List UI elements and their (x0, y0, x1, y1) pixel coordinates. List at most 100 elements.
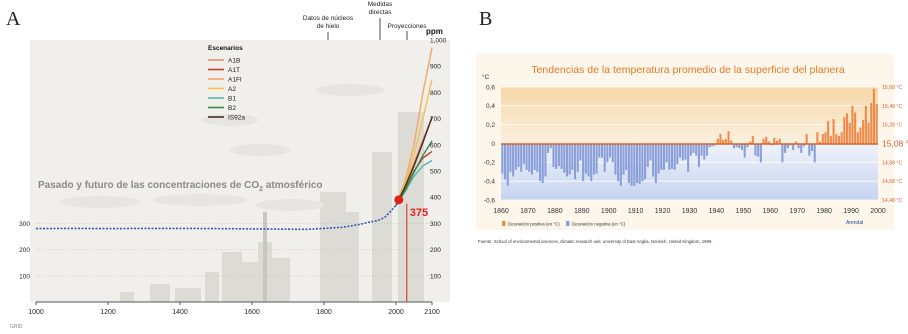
temp-bar (611, 143, 614, 163)
direct-measurements-annotation: Medidas directas (368, 1, 393, 16)
temp-bar (854, 112, 857, 144)
temp-right-tick-label: 15,48 °C (882, 104, 902, 110)
temp-y-ticks: 0,6 0,4 0,2 0 -0,2 -0,4 -0,6 (484, 84, 496, 204)
temp-bar (832, 119, 835, 144)
temp-bar (509, 143, 512, 172)
temp-bar (525, 143, 528, 170)
temp-x-tick-label: 1950 (736, 208, 752, 215)
temp-bar (606, 143, 609, 163)
temp-y-tick-label: 0,2 (486, 122, 495, 129)
temp-bar (592, 143, 595, 175)
cloud (154, 194, 246, 206)
scenario-legend: Escenarios A1B A1T A1FI A2 B1 B2 IS92a (208, 45, 245, 121)
temp-bar (705, 143, 709, 156)
temp-credit: Arendal (846, 220, 863, 226)
temp-bar (625, 143, 628, 170)
temp-y-tick-label: -0,4 (484, 178, 496, 185)
temp-bar (668, 143, 671, 170)
building (175, 288, 201, 302)
temp-bar (859, 127, 862, 144)
x-tick-label: 1400 (172, 309, 188, 316)
legend-title: Escenarios (208, 45, 243, 52)
tower (263, 212, 267, 302)
legend-label: A2 (228, 86, 236, 93)
y-tick-label-right: 500 (430, 169, 441, 176)
temp-bar (819, 141, 822, 144)
co2-history (35, 202, 399, 231)
temp-bar (810, 143, 814, 152)
temp-x-tick-label: 1930 (682, 208, 698, 215)
y-tick-label-right: 800 (430, 90, 441, 97)
temp-bar (773, 137, 776, 144)
temp-bar (727, 131, 730, 144)
cloud (60, 196, 140, 208)
temp-bar (565, 143, 569, 177)
x-tick-label: 1200 (100, 309, 116, 316)
building (205, 272, 219, 302)
temp-right-tick-label: 14,68 °C (882, 179, 902, 185)
temp-bar (684, 143, 687, 160)
temp-bar (867, 122, 870, 144)
y-tick-label-left: 100 (19, 273, 30, 280)
temp-bar (824, 132, 827, 144)
temp-bar (829, 135, 832, 144)
temp-bar (679, 143, 682, 158)
temp-bar (574, 143, 577, 180)
history-line (35, 202, 399, 231)
temp-bar (549, 143, 552, 149)
co2-x-ticks: 1000 1200 1400 1600 1800 2000 2100 (28, 302, 440, 316)
temp-bar (541, 143, 544, 184)
temp-bar (759, 143, 762, 163)
temp-bar (781, 143, 784, 163)
temp-x-tick-label: 1900 (601, 208, 617, 215)
temp-bar (870, 103, 873, 144)
building (120, 292, 134, 302)
temp-bar (520, 143, 523, 172)
projections-annotation: Proyecciones (387, 23, 427, 30)
temp-bar (638, 143, 641, 184)
building (320, 192, 346, 302)
temp-bar (533, 143, 536, 170)
legend-label: IS92a (228, 114, 245, 121)
temp-bar (805, 134, 808, 144)
y-tick-label-left: 300 (19, 221, 30, 228)
temp-bar (786, 143, 789, 149)
building (372, 152, 392, 302)
temp-bar (708, 143, 711, 148)
temp-bar (622, 143, 625, 175)
co2-y-ticks-left: 100 200 300 (19, 221, 30, 280)
temp-bar (851, 105, 854, 144)
y-tick-label-right: 200 (430, 247, 441, 254)
y-tick-label-right: 400 (430, 195, 441, 202)
temp-x-tick-label: 1980 (816, 208, 832, 215)
temp-bar (775, 140, 779, 144)
temp-bar (794, 141, 797, 144)
temp-bar (657, 143, 660, 174)
y-tick-label-right: 900 (430, 64, 441, 71)
temp-bar (630, 143, 633, 186)
temp-bar (662, 143, 665, 170)
temp-bar (635, 143, 639, 184)
temp-bar (862, 119, 865, 144)
temp-bar (784, 143, 787, 153)
temp-bar (697, 143, 700, 168)
temp-bar (649, 143, 652, 161)
temp-x-tick-label: 1880 (547, 208, 563, 215)
temp-bar (590, 143, 593, 182)
warm-zone (501, 87, 878, 144)
temp-bar (503, 143, 507, 180)
temp-bar (740, 143, 744, 151)
temp-bar (840, 132, 843, 144)
temp-bar (875, 103, 878, 144)
temp-bar (576, 143, 579, 172)
series-line-b2 (395, 140, 433, 206)
temp-bar (767, 141, 770, 144)
y-tick-label-right: 700 (430, 116, 441, 123)
temp-x-tick-label: 1940 (709, 208, 725, 215)
temp-bar (827, 120, 830, 144)
temp-legend: Desviación positiva (en °C) Desviación ne… (502, 221, 626, 227)
temp-bar (673, 143, 676, 170)
temp-bar (757, 143, 760, 157)
temp-bar (835, 134, 838, 144)
temp-bar (530, 143, 534, 175)
